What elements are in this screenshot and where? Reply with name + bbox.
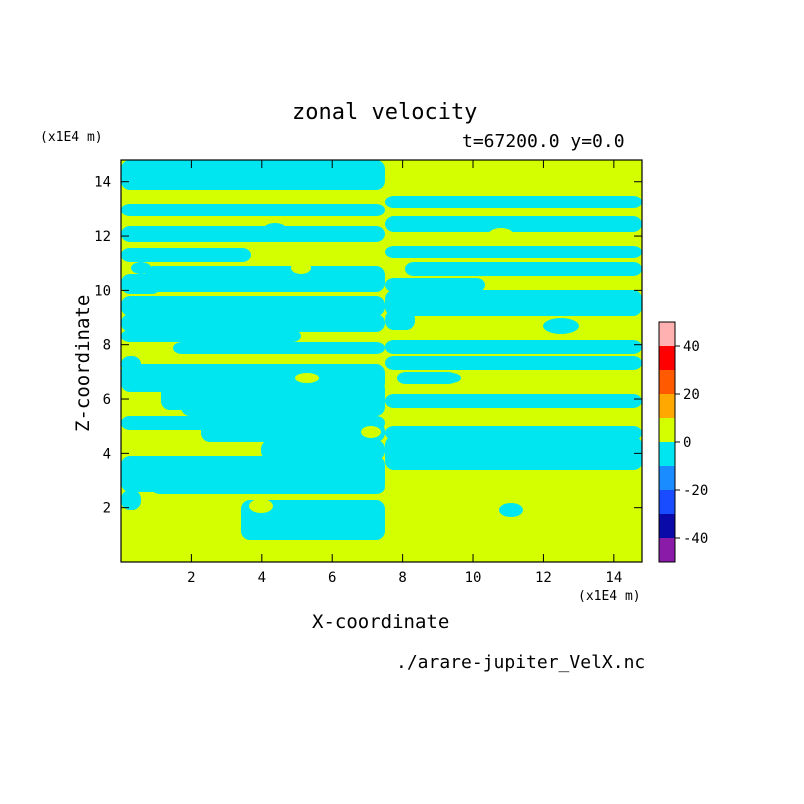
contour-negative-region (121, 490, 141, 510)
contour-negative-region (121, 274, 161, 294)
contour-cell (249, 499, 273, 513)
contour-negative-region (173, 342, 385, 354)
y-tick-label: 6 (103, 392, 111, 408)
contour-negative-region (385, 310, 415, 330)
contour-negative-region (261, 440, 385, 460)
contour-negative-region (385, 340, 642, 354)
colorbar-segment (659, 370, 675, 394)
contour-negative-region (405, 262, 642, 276)
colorbar: -40 -20 0 20 40 (658, 321, 708, 563)
x-tick-label: 10 (465, 570, 482, 586)
chart-subtitle: t=67200.0 y=0.0 (462, 131, 625, 152)
colorbar-segment (659, 514, 675, 538)
y-tick-label: 14 (94, 175, 111, 191)
contour-negative-region (385, 290, 642, 316)
contour-cell (441, 373, 461, 383)
x-axis-label: X-coordinate (312, 611, 450, 633)
y-axis-label: Z-coordinate (72, 294, 94, 432)
contour-cell (295, 373, 319, 383)
contour-cell (131, 262, 151, 274)
colorbar-segment (659, 538, 675, 562)
contour-cell (621, 262, 641, 274)
colorbar-tick-label: 20 (683, 387, 700, 403)
contour-negative-region (385, 216, 642, 232)
contour-negative-region (397, 372, 457, 384)
colorbar-segment (659, 466, 675, 490)
x-tick-label: 14 (605, 570, 622, 586)
y-tick-label: 4 (103, 446, 111, 462)
contour-negative-region (385, 356, 642, 370)
colorbar-tick-label: 0 (683, 435, 691, 451)
colorbar-segment (659, 418, 675, 442)
contour-negative-region (385, 278, 485, 292)
contour-negative-region (121, 248, 251, 262)
contour-negative-region (145, 266, 385, 292)
contour-negative-region (181, 396, 385, 416)
y-tick-label: 8 (103, 338, 111, 354)
contour-negative-region (385, 394, 642, 408)
contour-negative-region (385, 246, 642, 258)
contour-plot-area (120, 159, 643, 563)
plot-frame (120, 159, 643, 563)
contour-cell (543, 318, 579, 334)
contour-negative-region (121, 296, 385, 316)
contour-negative-region (121, 204, 385, 216)
colorbar-tick-label: -40 (683, 531, 708, 547)
y-tick-label: 10 (94, 283, 111, 299)
y-tick-label: 2 (103, 501, 111, 517)
contour-negative-region (385, 196, 642, 208)
contour-cell (291, 262, 311, 274)
contour-negative-region (151, 480, 385, 494)
contour-negative-region (121, 160, 385, 190)
contour-cell (499, 503, 523, 517)
contour-negative-region (121, 330, 301, 342)
y-axis-unit: (x1E4 m) (40, 130, 103, 145)
chart-title: zonal velocity (292, 100, 478, 125)
contour-negative-region (121, 226, 385, 242)
colorbar-segment (659, 322, 675, 346)
x-tick-label: 4 (258, 570, 266, 586)
plot-axes: 2 4 6 8 10 12 14 2 4 6 8 10 12 14 (94, 160, 642, 586)
colorbar-segment (659, 346, 675, 370)
contour-cell (489, 228, 513, 240)
x-tick-label: 12 (535, 570, 552, 586)
contour-negative-region (201, 422, 385, 442)
x-tick-label: 2 (187, 570, 195, 586)
colorbar-segment (659, 394, 675, 418)
contour-cell (263, 223, 287, 237)
x-tick-label: 6 (328, 570, 336, 586)
y-tick-label: 12 (94, 229, 111, 245)
colorbar-tick-label: -20 (683, 483, 708, 499)
contour-negative-region (425, 456, 642, 470)
contour-cell (361, 426, 381, 438)
colorbar-segment (659, 490, 675, 514)
source-filename: ./arare-jupiter_VelX.nc (396, 652, 646, 673)
contour-negative-region (241, 500, 385, 540)
contour-negative-region (121, 314, 385, 332)
colorbar-tick-label: 40 (683, 339, 700, 355)
x-tick-label: 8 (398, 570, 406, 586)
x-axis-unit: (x1E4 m) (578, 589, 641, 604)
colorbar-segment (659, 442, 675, 466)
